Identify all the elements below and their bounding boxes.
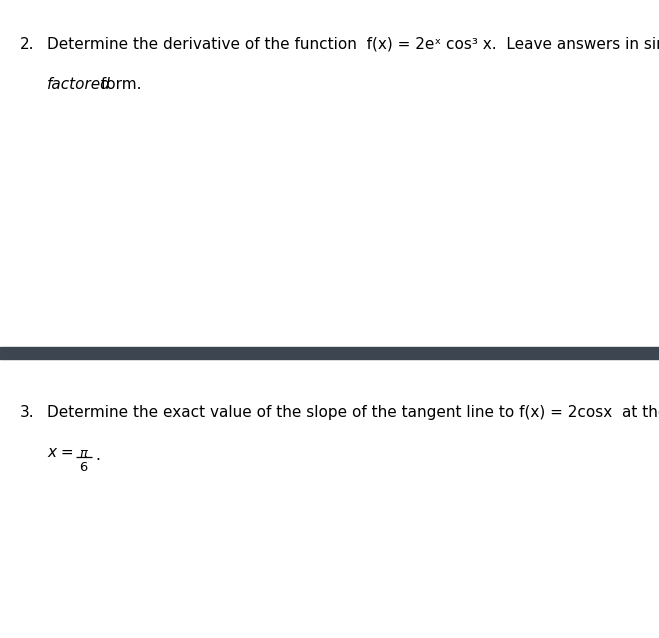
Text: 3.: 3. [20,405,34,420]
Text: .: . [95,448,100,463]
Text: Determine the derivative of the function  f(x) = 2eˣ cos³ x.  Leave answers in s: Determine the derivative of the function… [47,37,659,52]
Text: 2.: 2. [20,37,34,52]
Text: x =: x = [47,445,74,460]
Bar [0,347,659,359]
Text: Determine the exact value of the slope of the tangent line to f(x) = 2cosx  at t: Determine the exact value of the slope o… [47,405,659,420]
Text: 6: 6 [80,461,88,473]
Text: factored: factored [47,77,111,92]
Text: form.: form. [96,77,142,92]
Text: π: π [80,447,88,459]
